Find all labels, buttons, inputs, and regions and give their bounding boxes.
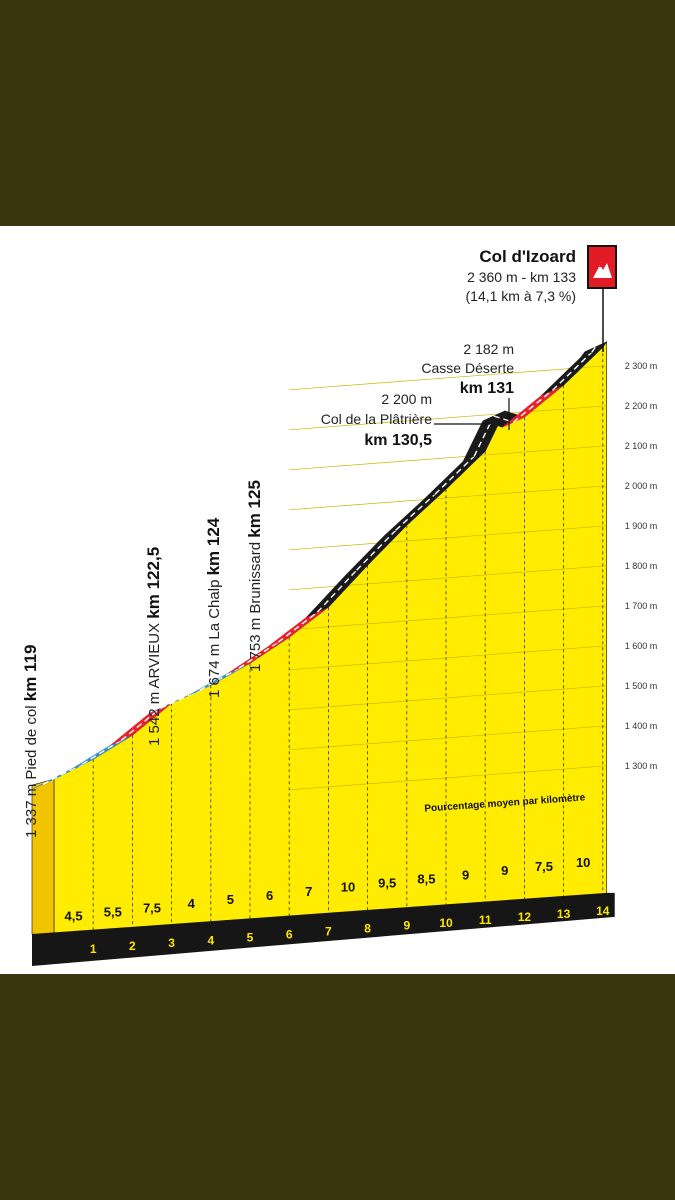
waypoint-platriere-km: km 130,5 <box>364 432 432 449</box>
y-tick-label: 1 300 m <box>625 761 658 771</box>
gradient-value-label: 9 <box>501 863 508 878</box>
gradient-value-label: 5,5 <box>104 904 122 919</box>
elevation-profile-chart: 1 300 m 1 400 m 1 500 m 1 600 m 1 700 m 1 800… <box>21 245 658 966</box>
x-tick-label: 4 <box>207 933 214 947</box>
y-tick-label: 1 600 m <box>625 641 658 651</box>
y-tick-label: 1 400 m <box>625 721 658 731</box>
elevation-gridline <box>289 405 607 431</box>
gradient-value-label: 10 <box>576 855 590 870</box>
gradient-value-label: 10 <box>341 880 355 895</box>
elevation-gridline <box>289 525 607 551</box>
gradient-value-label: 5 <box>227 892 234 907</box>
summit-title: Col d'Izoard <box>479 247 576 266</box>
x-tick-label: 11 <box>479 913 492 927</box>
road-centerline <box>199 667 240 691</box>
waypoint-pied-de-col: 1 337 m Pied de col km 119 <box>21 645 40 839</box>
waypoint-platriere-elevation: 2 200 m <box>381 391 432 407</box>
road-centerline <box>42 763 83 785</box>
profile-base <box>32 892 615 966</box>
elevation-gridline <box>289 725 607 751</box>
y-tick-label: 1 700 m <box>625 601 658 611</box>
x-tick-label: 13 <box>557 907 571 921</box>
y-tick-label: 2 300 m <box>625 361 658 371</box>
gradient-value-label: 8,5 <box>417 872 435 887</box>
road-centerline <box>277 611 318 643</box>
waypoint-arvieux: 1 542 m ARVIEUX km 122,5 <box>144 547 163 746</box>
gradient-value-label: 7 <box>305 884 312 899</box>
y-tick-label: 2 000 m <box>625 481 658 491</box>
elevation-gridline <box>289 365 607 391</box>
chart-panel: 1 300 m 1 400 m 1 500 m 1 600 m 1 700 m 1 800… <box>0 226 675 974</box>
x-tick-label: 2 <box>129 939 136 953</box>
y-tick-label: 1 900 m <box>625 521 658 531</box>
gradient-value-label: 7,5 <box>143 900 161 915</box>
summit-line-2: (14,1 km à 7,3 %) <box>466 288 577 304</box>
x-tick-label: 6 <box>286 928 293 942</box>
gradient-value-label: 4,5 <box>65 909 83 924</box>
x-tick-label: 10 <box>439 916 453 930</box>
road-centerline <box>395 493 436 531</box>
gradient-value-label: 9 <box>462 867 469 882</box>
elevation-gridline <box>289 685 607 711</box>
gradient-value-label: 6 <box>266 888 273 903</box>
road-centerline <box>238 641 279 669</box>
x-tick-label: 3 <box>168 936 175 950</box>
x-tick-label: 1 <box>90 942 97 956</box>
elevation-gridline <box>289 645 607 671</box>
elevation-gridline <box>289 445 607 471</box>
x-tick-label: 5 <box>247 930 254 944</box>
waypoint-casse-deserte-elevation: 2 182 m <box>463 341 514 357</box>
profile-area <box>53 340 607 937</box>
waypoint-brunissard: 1 753 m Brunissard km 125 <box>245 480 264 672</box>
y-tick-label: 2 200 m <box>625 401 658 411</box>
elevation-gridline <box>289 485 607 511</box>
x-tick-label: 9 <box>403 919 410 933</box>
road-centerline <box>591 346 597 353</box>
summit-flag-icon <box>587 245 617 352</box>
x-tick-label: 12 <box>518 910 532 924</box>
road-centerline <box>120 707 162 741</box>
gradient-value-label: 7,5 <box>535 859 553 874</box>
summit-line-1: 2 360 m - km 133 <box>467 269 576 285</box>
gradient-value-label: 4 <box>188 896 196 911</box>
x-tick-label: 8 <box>364 922 371 936</box>
waypoint-casse-deserte-name: Casse Déserte <box>421 360 514 376</box>
road-centerline <box>473 415 495 457</box>
x-tick-label: 7 <box>325 925 332 939</box>
waypoint-la-chalp: 1 674 m La Chalp km 124 <box>204 517 223 698</box>
road-centerline <box>552 351 593 391</box>
gradient-value-label: 9,5 <box>378 876 396 891</box>
elevation-gridline <box>289 765 607 791</box>
road-centerline <box>434 455 475 495</box>
y-tick-label: 2 100 m <box>625 441 658 451</box>
x-tick-label: 14 <box>596 904 610 918</box>
road-centerline <box>81 739 122 765</box>
road-centerline <box>493 415 514 423</box>
y-tick-label: 1 800 m <box>625 561 658 571</box>
waypoint-platriere-name: Col de la Plâtrière <box>321 411 432 427</box>
waypoint-casse-deserte-km: km 131 <box>460 380 514 397</box>
y-tick-label: 1 500 m <box>625 681 658 691</box>
road-centerline <box>512 389 554 423</box>
elevation-gridline <box>289 605 607 631</box>
